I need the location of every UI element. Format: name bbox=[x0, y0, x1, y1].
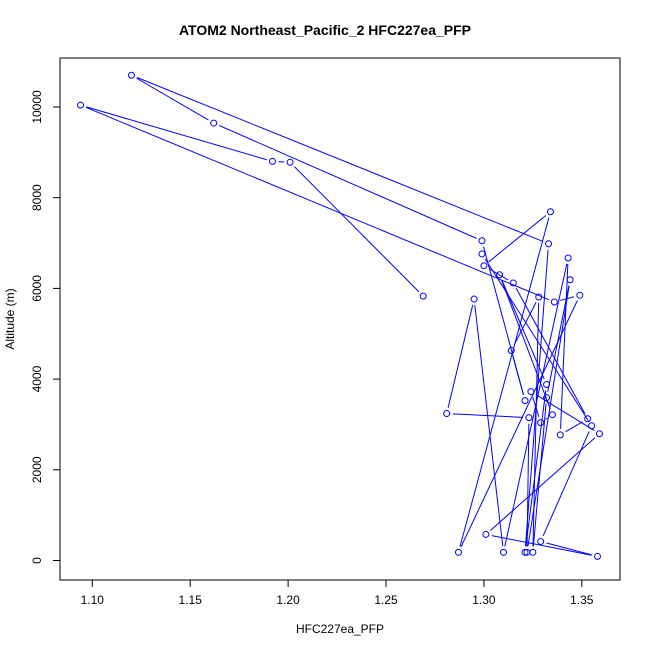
data-point bbox=[521, 397, 529, 405]
data-point bbox=[556, 431, 564, 439]
data-point bbox=[480, 262, 488, 270]
data-point bbox=[595, 430, 603, 438]
data-point bbox=[548, 411, 556, 419]
series-segment bbox=[565, 421, 583, 433]
series-segment bbox=[515, 287, 586, 414]
series-segment bbox=[136, 77, 544, 242]
series-segment bbox=[136, 77, 209, 121]
series-segment bbox=[86, 106, 267, 161]
series-segment bbox=[491, 535, 592, 556]
x-axis: 1.10 1.15 1.20 1.25 1.30 1.35 bbox=[81, 579, 594, 607]
series-segment bbox=[459, 217, 550, 547]
series-segment bbox=[452, 413, 523, 418]
series-segment bbox=[532, 397, 540, 418]
series-segment bbox=[501, 280, 551, 410]
x-tick-label: 1.30 bbox=[472, 593, 496, 607]
series-segment bbox=[447, 304, 474, 408]
data-point bbox=[543, 381, 551, 389]
series-segment bbox=[547, 285, 570, 392]
series-segment bbox=[532, 403, 547, 547]
series-segment bbox=[483, 246, 524, 395]
series-segment bbox=[560, 263, 569, 429]
series-segment bbox=[542, 431, 590, 537]
data-point bbox=[566, 276, 574, 284]
data-point bbox=[127, 71, 135, 79]
x-tick-label: 1.10 bbox=[81, 593, 105, 607]
data-point bbox=[443, 410, 451, 418]
series-segment bbox=[546, 542, 592, 556]
x-tick-label: 1.25 bbox=[374, 593, 398, 607]
y-axis: 0 2000 4000 6000 8000 10000 bbox=[30, 90, 61, 564]
data-point bbox=[588, 422, 596, 430]
y-tick-label: 6000 bbox=[30, 275, 44, 302]
x-tick-label: 1.20 bbox=[276, 593, 300, 607]
y-tick-label: 10000 bbox=[30, 90, 44, 124]
series-segment bbox=[513, 302, 537, 346]
data-point bbox=[507, 347, 515, 355]
series-segment bbox=[545, 417, 548, 420]
data-point bbox=[593, 552, 601, 560]
y-tick-label: 2000 bbox=[30, 456, 44, 483]
data-point bbox=[576, 291, 584, 299]
series-segment bbox=[527, 285, 570, 547]
data-point bbox=[478, 250, 486, 258]
x-tick-label: 1.15 bbox=[179, 593, 203, 607]
data-point bbox=[482, 530, 490, 538]
data-point bbox=[509, 279, 517, 287]
data-point bbox=[564, 254, 572, 262]
series-segment bbox=[484, 258, 589, 422]
series-segment bbox=[474, 304, 504, 547]
series-points bbox=[77, 71, 603, 560]
y-tick-label: 8000 bbox=[30, 184, 44, 211]
x-tick-label: 1.35 bbox=[570, 593, 594, 607]
x-axis-label: HFC227ea_PFP bbox=[296, 622, 384, 636]
data-point bbox=[419, 292, 427, 300]
data-point bbox=[77, 101, 85, 109]
data-point bbox=[546, 208, 554, 216]
data-point bbox=[584, 415, 592, 423]
data-point bbox=[286, 158, 294, 166]
series-segment bbox=[524, 249, 549, 547]
series-segment bbox=[525, 390, 547, 547]
series-segment bbox=[218, 125, 477, 239]
data-point bbox=[454, 548, 462, 556]
data-point bbox=[543, 394, 551, 402]
data-point bbox=[537, 419, 545, 427]
y-tick-label: 4000 bbox=[30, 365, 44, 392]
data-point bbox=[499, 548, 507, 556]
data-point bbox=[521, 548, 529, 556]
data-point bbox=[545, 240, 553, 248]
series-segment bbox=[532, 302, 540, 547]
y-axis-label: Altitude (m) bbox=[3, 288, 17, 349]
y-tick-label: 0 bbox=[30, 557, 44, 564]
data-point bbox=[525, 414, 533, 422]
data-point bbox=[537, 537, 545, 545]
data-point bbox=[535, 293, 543, 301]
data-point bbox=[210, 119, 218, 127]
series-lines bbox=[85, 77, 596, 556]
data-point bbox=[470, 295, 478, 303]
data-point bbox=[478, 237, 486, 245]
series-segment bbox=[293, 166, 420, 293]
data-point bbox=[268, 157, 276, 165]
data-point bbox=[529, 548, 537, 556]
series-segment bbox=[490, 437, 596, 531]
data-point bbox=[496, 271, 504, 279]
series-segment bbox=[488, 215, 547, 263]
chart-title: ATOM2 Northeast_Pacific_2 HFC227ea_PFP bbox=[179, 22, 471, 38]
series-segment bbox=[85, 107, 550, 301]
plot-frame bbox=[59, 57, 621, 581]
data-point bbox=[527, 388, 535, 396]
data-point bbox=[550, 298, 558, 306]
